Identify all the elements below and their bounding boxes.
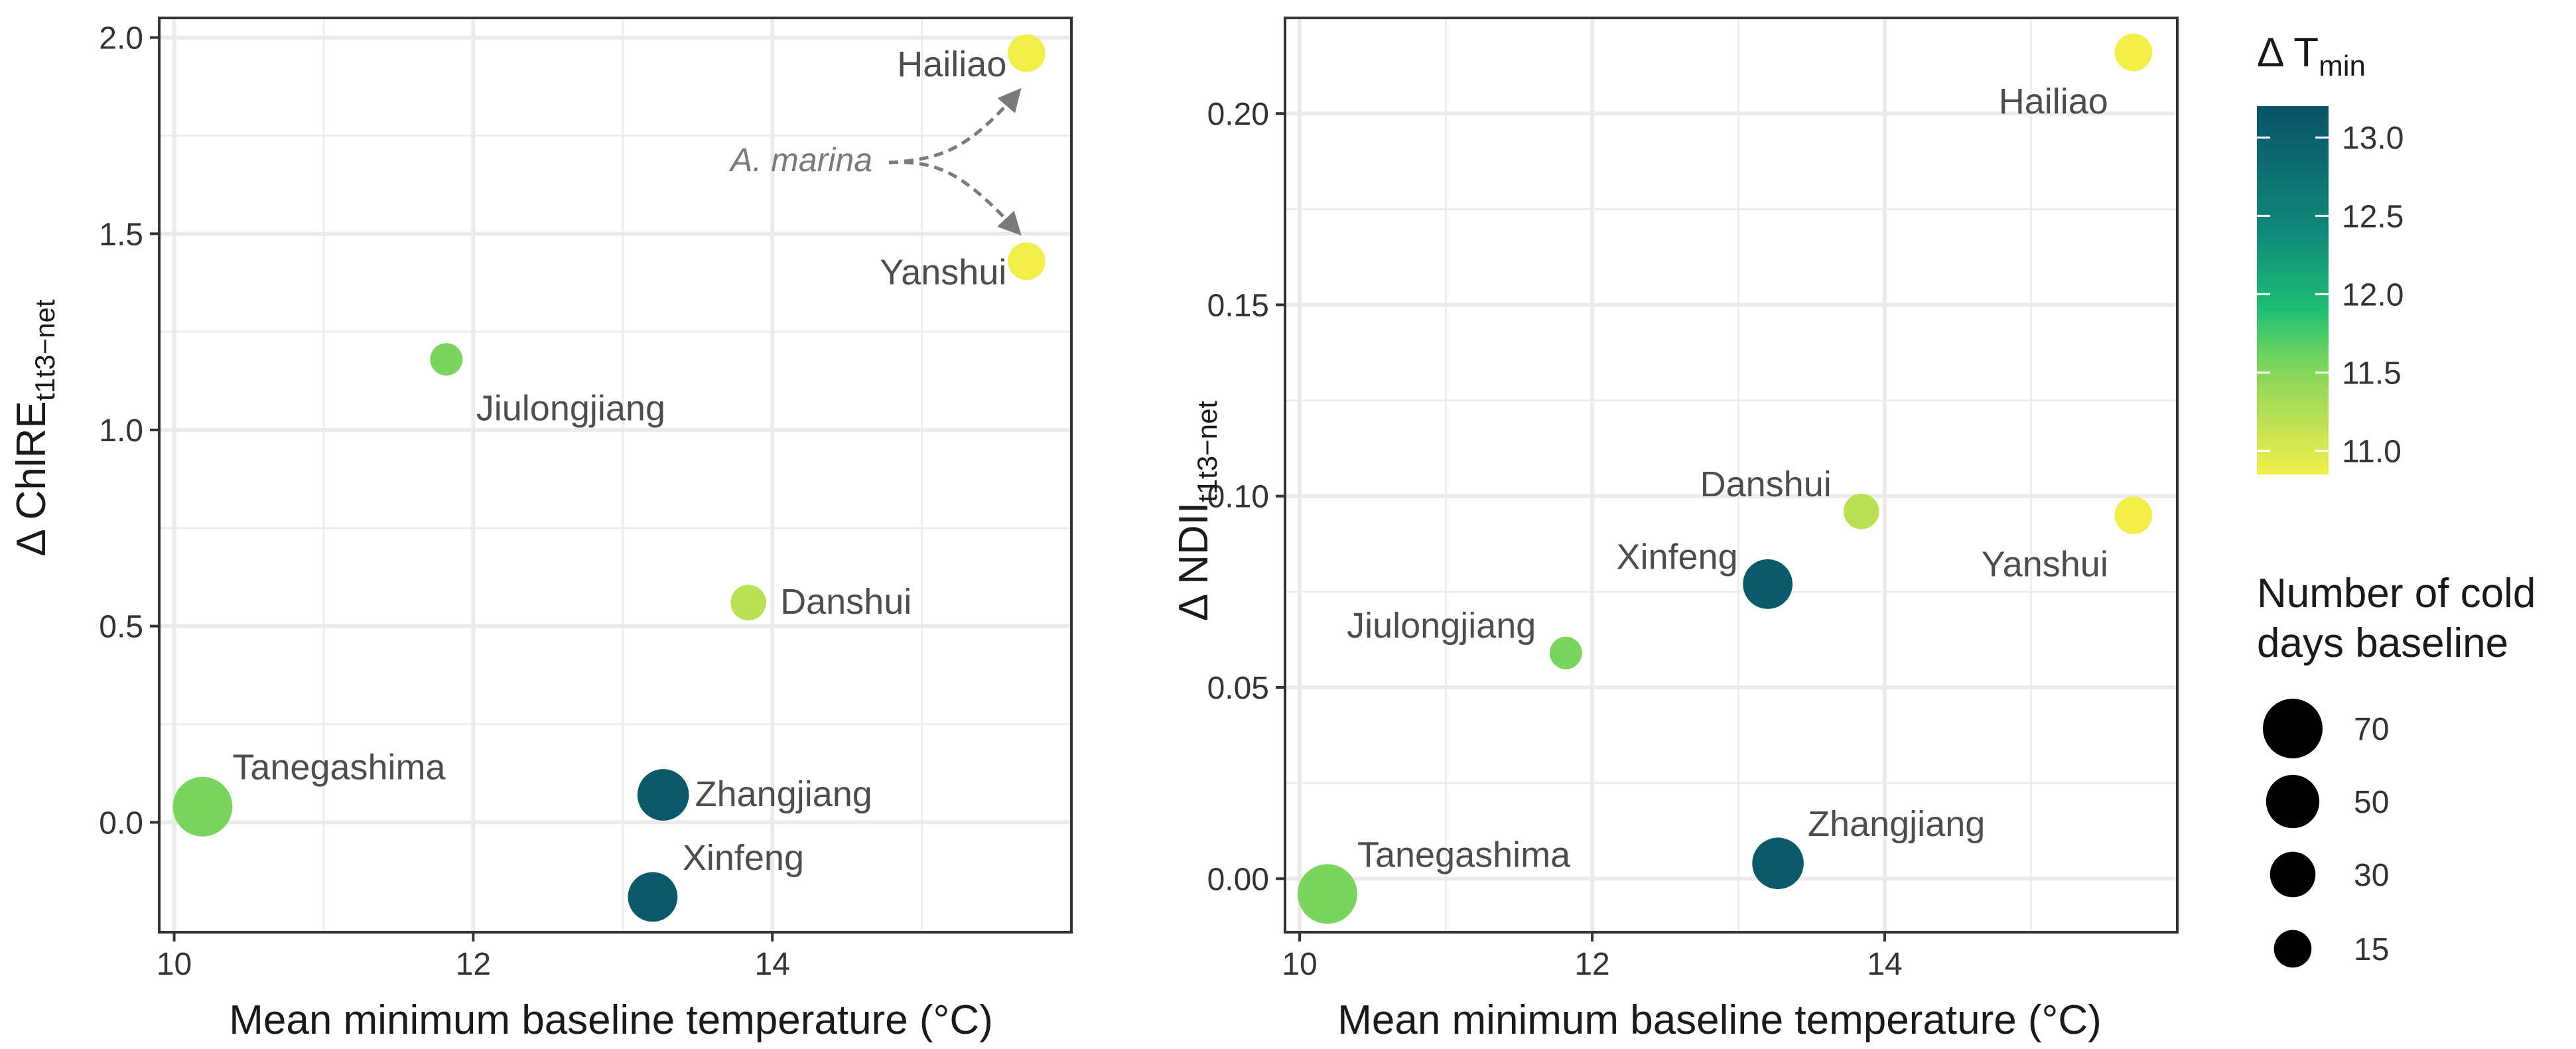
point-label-xinfeng: Xinfeng [1616,537,1737,577]
point-hailiao [1008,34,1046,72]
point-danshui [730,585,766,621]
size-legend-key-30 [2270,851,2316,898]
left-grid [159,18,1071,932]
point-label-jiulongjiang: Jiulongjiang [1347,606,1536,646]
right-x-tick-label: 10 [1282,947,1317,982]
left-x-tick-label: 14 [754,947,789,982]
point-tanegashima [172,776,233,837]
left-y-tick-label: 0.0 [99,805,143,841]
left-y-axis-label: Δ ChlREt1t3−net [9,299,60,557]
left-panel: Hailiao Yanshui Jiulongjiang Danshui Tanegas… [9,17,1073,1043]
point-label-yanshui: Yanshui [880,253,1006,293]
right-y-axis-label-main: Δ NDII [1171,502,1217,621]
right-y-tick-label: 0.20 [1207,97,1269,132]
point-hailiao [2114,33,2153,72]
point-label-zhangjiang: Zhangjiang [695,774,872,814]
point-xinfeng [628,872,678,922]
left-axes: 10 12 14 0.0 0.5 1.0 1.5 2.0 [99,21,790,982]
right-grid [1285,18,2177,932]
colorbar-tick-label: 12.5 [2342,199,2404,234]
size-legend-label-50: 50 [2354,785,2389,820]
point-label-xinfeng: Xinfeng [683,838,804,878]
point-label-tanegashima: Tanegashima [232,748,446,788]
colorbar-tick-label: 11.5 [2342,356,2402,391]
right-points [1297,33,2153,924]
right-y-axis-label-subscript: t1t3−net [1191,401,1223,502]
colorbar [2257,106,2329,474]
size-legend-key-15 [2273,930,2312,968]
point-label-yanshui: Yanshui [1982,545,2108,585]
left-x-tick-label: 12 [456,947,491,982]
point-label-zhangjiang: Zhangjiang [1808,804,1985,844]
size-legend-key-50 [2266,774,2320,829]
left-x-tick-label: 10 [157,947,192,982]
left-points [172,34,1046,922]
colorbar-tick-label: 13.0 [2342,121,2404,156]
right-x-axis-label: Mean minimum baseline temperature (°C) [1337,997,2102,1043]
colorbar-tick-label: 11.0 [2342,435,2402,470]
left-y-tick-label: 0.5 [99,610,143,645]
colorbar-tick-label: 12.0 [2342,277,2404,313]
right-plot-frame [1284,17,2179,934]
point-zhangjiang [1752,837,1804,890]
size-legend-label-30: 30 [2354,858,2389,893]
left-y-tick-label: 1.0 [99,413,143,449]
point-label-danshui: Danshui [1700,464,1832,504]
right-panel: Hailiao Yanshui Danshui Xinfeng Jiulongjiang… [1171,17,2179,1043]
colorbar-ticks: 13.0 12.5 12.0 11.5 11.0 [2257,121,2404,470]
right-y-tick-label: 0.15 [1207,288,1269,323]
point-label-danshui: Danshui [780,582,912,622]
size-legend-keys: 70 50 30 15 [2263,699,2389,968]
point-danshui [1843,493,1879,529]
point-yanshui [1008,242,1046,281]
point-zhangjiang [637,769,689,821]
right-axes: 10 12 14 0.00 0.05 0.10 0.15 0.20 [1207,97,1903,982]
point-label-tanegashima: Tanegashima [1357,835,1571,874]
point-tanegashima [1297,864,1357,924]
left-y-tick-label: 1.5 [99,217,143,252]
right-x-tick-label: 14 [1867,947,1902,982]
right-y-tick-label: 0.10 [1207,480,1269,515]
color-legend: Δ Tmin 13.0 12.5 12.0 11.5 11.0 [2257,30,2404,474]
left-x-axis-label: Mean minimum baseline temperature (°C) [229,997,993,1043]
a-marina-annotation: A. marina [728,88,1022,236]
point-label-jiulongjiang: Jiulongjiang [476,389,665,429]
left-y-axis-label-main: Δ ChlRE [9,401,54,556]
a-marina-annotation-label: A. marina [728,141,872,178]
color-legend-title-main: Δ T [2257,30,2319,76]
size-legend-title-line-2: days baseline [2257,620,2508,666]
left-y-tick-label: 2.0 [99,21,143,56]
right-point-labels: Hailiao Yanshui Danshui Xinfeng Jiulongjiang… [1347,82,2108,874]
size-legend-key-70 [2263,699,2323,758]
point-jiulongjiang [430,343,463,376]
size-legend-label-70: 70 [2354,712,2389,747]
point-label-hailiao: Hailiao [1999,82,2108,121]
left-plot-frame [158,17,1073,934]
point-label-hailiao: Hailiao [897,44,1006,84]
point-xinfeng [1743,559,1793,609]
left-point-labels: Hailiao Yanshui Jiulongjiang Danshui Tanegas… [232,44,1006,878]
right-x-tick-label: 12 [1574,947,1609,982]
size-legend-title-line-1: Number of cold [2257,571,2536,616]
color-legend-title: Δ Tmin [2257,30,2366,82]
size-legend: Number of cold days baseline 70 50 30 15 [2257,571,2536,968]
right-y-tick-label: 0.00 [1207,862,1269,897]
point-yanshui [2114,496,2153,534]
right-y-tick-label: 0.05 [1207,671,1269,706]
arrow-to-hailiao [888,88,1022,165]
point-jiulongjiang [1549,636,1582,669]
arrow-to-yanshui [888,160,1022,236]
left-y-axis-label-subscript: t1t3−net [29,299,60,401]
right-y-axis-label: Δ NDIIt1t3−net [1171,401,1223,622]
color-legend-title-subscript: min [2319,50,2366,82]
size-legend-label-15: 15 [2354,932,2389,967]
